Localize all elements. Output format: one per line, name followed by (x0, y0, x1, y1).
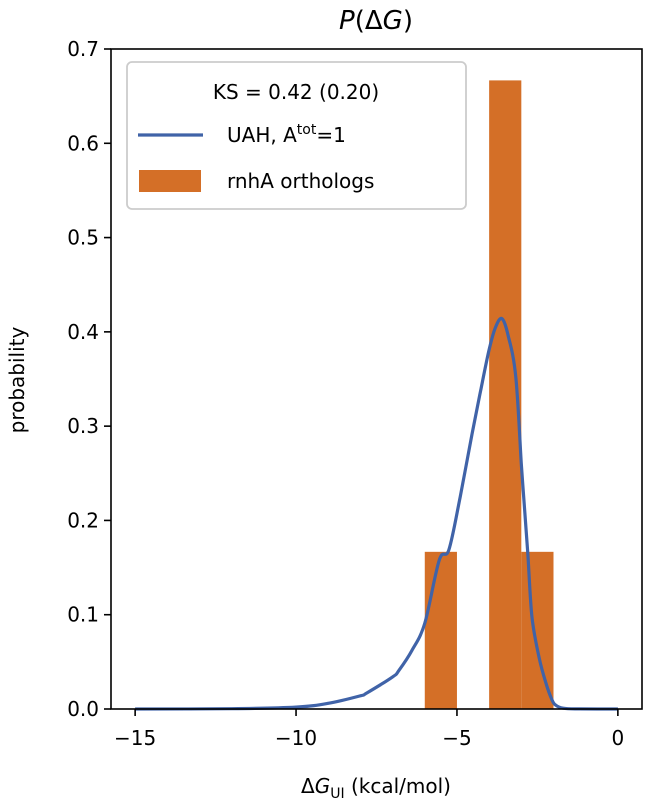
legend-title: KS = 0.42 (0.20) (213, 80, 379, 104)
y-axis-ticks: 0.0 0.1 0.2 0.3 0.4 0.5 0.6 0.7 (67, 37, 111, 721)
y-tick-label: 0.7 (67, 37, 99, 61)
legend-patch-swatch (139, 170, 201, 192)
x-tick-label: 0 (611, 726, 624, 750)
chart-title: P(ΔG) (339, 6, 413, 36)
histogram-bar (424, 551, 457, 709)
legend-entry-uah: UAH, Atot=1 (227, 122, 346, 147)
y-tick-label: 0.3 (67, 414, 99, 438)
y-tick-label: 0.5 (67, 226, 99, 250)
y-tick-label: 0.0 (67, 697, 99, 721)
x-tick-label: −5 (442, 726, 471, 750)
legend-box (126, 61, 467, 210)
axes-frame (110, 48, 643, 710)
x-axis-label: ΔGUI (kcal/mol) (301, 774, 451, 802)
y-tick-label: 0.1 (67, 603, 99, 627)
x-tick-label: −15 (114, 726, 156, 750)
y-tick-label: 0.2 (67, 508, 99, 532)
legend: KS = 0.42 (0.20) UAH, Atot=1 rnhA orthol… (126, 61, 467, 210)
x-tick-label: −10 (275, 726, 317, 750)
y-tick-label: 0.6 (67, 131, 99, 155)
uah-curve (135, 316, 618, 711)
legend-entry-rnha: rnhA orthologs (227, 169, 374, 193)
y-axis-label: probability (5, 326, 29, 433)
x-axis-ticks: −15 −10 −5 0 (114, 709, 624, 750)
y-tick-label: 0.4 (67, 320, 99, 344)
histogram-bar (521, 551, 554, 709)
